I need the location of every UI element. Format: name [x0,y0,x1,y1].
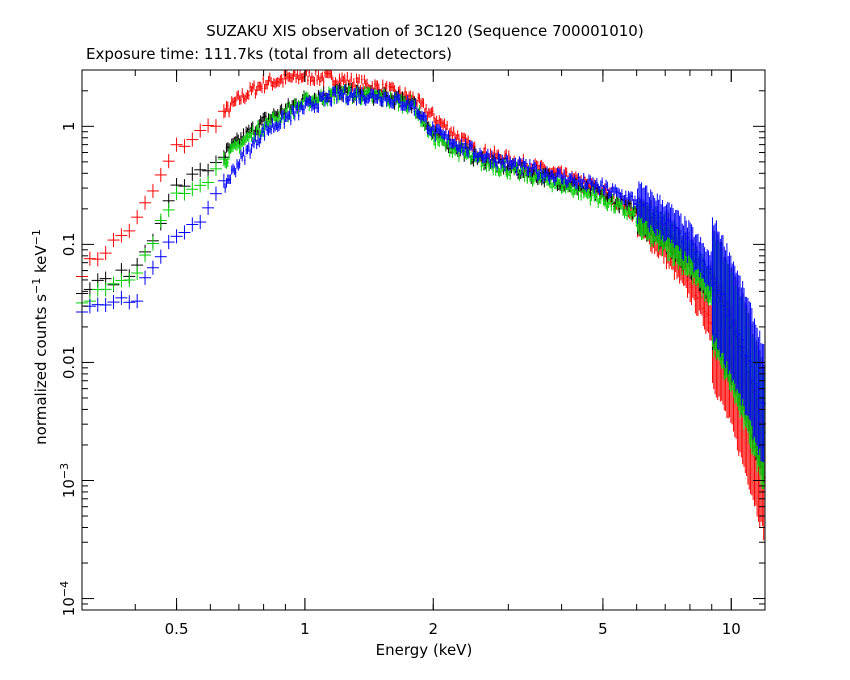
spectrum-series [76,82,766,483]
x-tick-label: 5 [598,620,608,638]
x-tick-label: 10 [722,620,741,638]
x-tick-label: 1 [300,620,310,638]
chart-title: SUZAKU XIS observation of 3C120 (Sequenc… [206,22,644,40]
y-axis-label: normalized counts s−1 keV−1 [30,229,50,445]
y-tick-label: 10−4 [58,581,78,616]
x-axis-label: Energy (keV) [376,641,473,659]
plot-frame [81,69,766,611]
y-tick-label: 1 [60,122,78,132]
y-tick-label: 10−3 [58,463,78,498]
y-tick-label: 0.01 [60,346,78,379]
axes-layer: 0.5 1 2 5 10 1 0.1 0.01 10−3 10−4 [58,69,765,638]
x-tick-label: 2 [428,620,438,638]
x-tick-label: 0.5 [165,620,189,638]
spectrum-series [76,84,766,463]
y-tick-label: 0.1 [60,232,78,256]
spectrum-series [76,70,766,541]
data-layer [76,70,766,541]
chart-subtitle: Exposure time: 111.7ks (total from all d… [86,45,453,63]
